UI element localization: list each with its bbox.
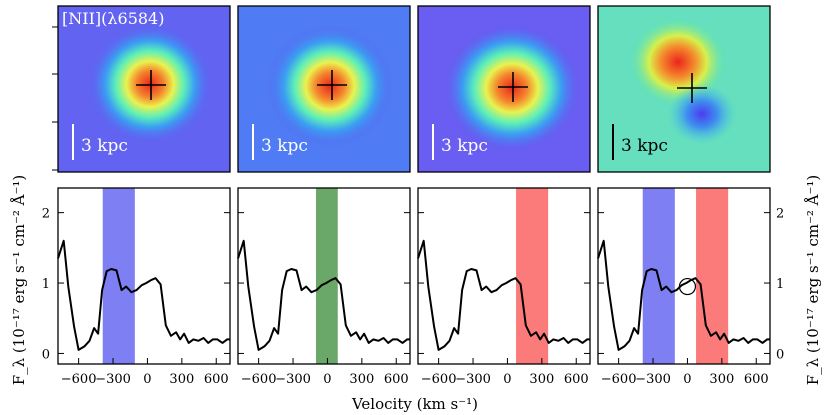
- x-tick-label: −600: [61, 372, 97, 387]
- spectrum-panel-3: −600−300 0 300 600: [417, 187, 591, 387]
- spectrum-frame-1: [57, 187, 231, 365]
- map-row: 3 kpc 3 kpc 3 kpc 3 kpc [NII](λ6584): [52, 5, 771, 173]
- x-tick-label: 600: [744, 372, 769, 387]
- velocity-band-red-3-1: [516, 188, 549, 364]
- map-panel-1: [58, 6, 230, 172]
- scale-bar-label-3: 3 kpc: [441, 136, 488, 156]
- spectrum-line-1: [57, 239, 230, 351]
- velocity-band-green-2-1: [315, 188, 338, 364]
- map-panel-4: [598, 6, 770, 172]
- spectrum-line-4: [597, 239, 770, 351]
- x-tick-label: 300: [529, 372, 554, 387]
- spectrum-frame-2: [237, 187, 411, 365]
- y-tick-label-right: 2: [776, 207, 784, 222]
- y-tick-label-left: 0: [42, 347, 50, 362]
- y-axis-label-left: F_λ (10⁻¹⁷ erg s⁻¹ cm⁻² Å⁻¹): [10, 175, 28, 386]
- spectrum-frame-4: [597, 187, 771, 365]
- spectrum-panel-2: −600−300 0 300 600: [237, 187, 411, 387]
- velocity-zero-circle: [678, 277, 697, 296]
- map-frame-1: [57, 5, 231, 173]
- map-frame-4: [597, 5, 771, 173]
- y-axis-label-right: F_λ (10⁻¹⁷ erg s⁻¹ cm⁻² Å⁻¹): [804, 175, 822, 386]
- x-tick-label: 300: [349, 372, 374, 387]
- scale-bar-label-4: 3 kpc: [621, 136, 668, 156]
- center-cross-2: [317, 70, 347, 100]
- spectrum-panel-1: −600−300 0 300 600 0 1 2: [42, 187, 231, 387]
- x-tick-label: −600: [241, 372, 277, 387]
- x-tick-label: 0: [323, 372, 331, 387]
- spectrum-line-2: [237, 239, 410, 351]
- scale-bar-label-1: 3 kpc: [81, 136, 128, 156]
- center-cross-3: [498, 72, 528, 102]
- scale-bar-label-2: 3 kpc: [261, 136, 308, 156]
- x-tick-label: −300: [455, 372, 491, 387]
- x-tick-label: 300: [709, 372, 734, 387]
- x-tick-label: 0: [143, 372, 151, 387]
- x-tick-label: 300: [169, 372, 194, 387]
- spectrum-line-3: [417, 239, 590, 351]
- x-tick-label: −600: [601, 372, 637, 387]
- x-tick-label: −300: [95, 372, 131, 387]
- y-tick-label-left: 1: [42, 277, 50, 292]
- map-panel-3: [418, 6, 590, 172]
- velocity-band-red-4-2: [696, 188, 729, 364]
- center-cross-4: [677, 73, 707, 103]
- x-tick-label: −300: [635, 372, 671, 387]
- map-frame-2: [237, 5, 411, 173]
- x-tick-label: 0: [503, 372, 511, 387]
- y-tick-label-right: 0: [776, 347, 784, 362]
- spectrum-panel-4: −600−300 0 300 600 0 1 2: [597, 187, 784, 387]
- x-tick-label: 0: [683, 372, 691, 387]
- x-tick-label: 600: [384, 372, 409, 387]
- center-cross-1: [136, 70, 166, 100]
- x-axis-label: Velocity (km s⁻¹): [351, 395, 478, 413]
- x-tick-label: 600: [204, 372, 229, 387]
- map-line-label: [NII](λ6584): [62, 9, 164, 28]
- x-tick-label: 600: [564, 372, 589, 387]
- map-frame-3: [417, 5, 591, 173]
- x-tick-label: −600: [421, 372, 457, 387]
- x-tick-label: −300: [275, 372, 311, 387]
- y-tick-label-left: 2: [42, 207, 50, 222]
- map-panel-2: [238, 6, 410, 172]
- y-tick-label-right: 1: [776, 277, 784, 292]
- map-left-ticks: [52, 26, 58, 171]
- spectrum-frame-3: [417, 187, 591, 365]
